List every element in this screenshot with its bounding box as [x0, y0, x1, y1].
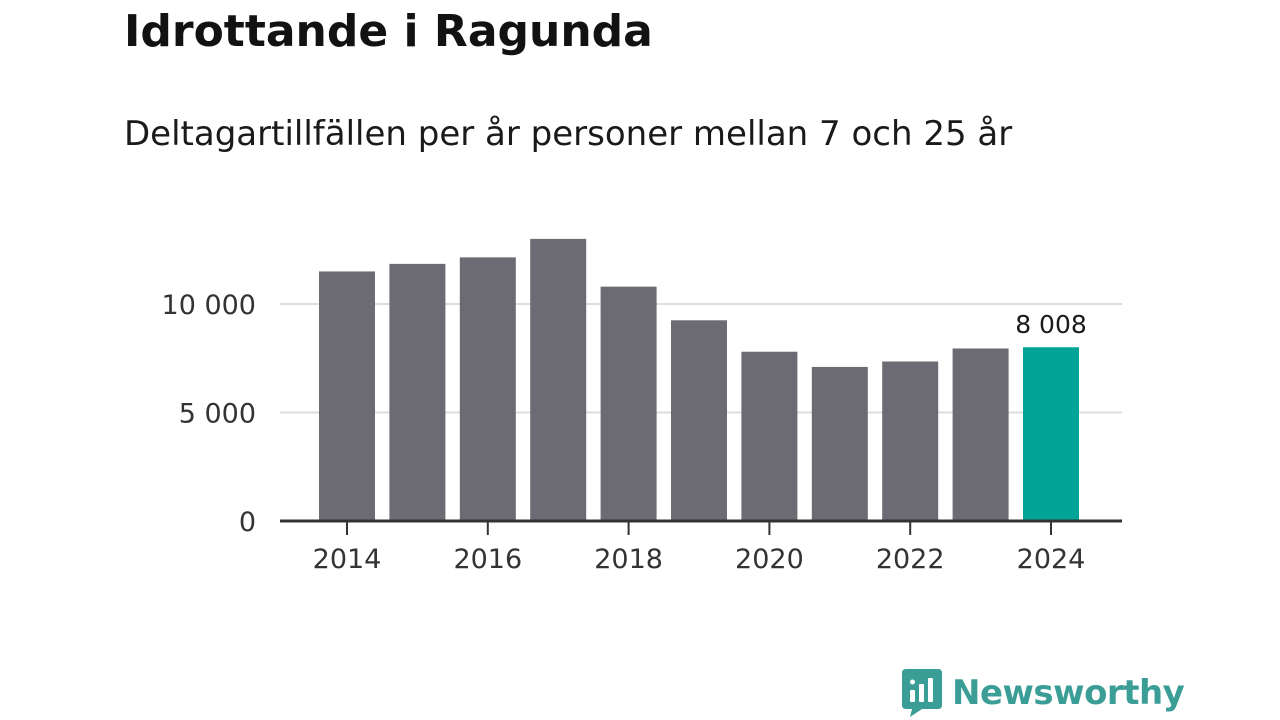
highlight-data-label: 8 008 [1015, 310, 1087, 339]
chart-title: Idrottande i Ragunda [124, 6, 653, 57]
newsworthy-logo: Newsworthy [902, 668, 1185, 718]
bar-2024 [1023, 347, 1079, 521]
axes [280, 519, 1122, 535]
x-tick-label: 2024 [1017, 544, 1086, 575]
bar-2014 [319, 271, 375, 521]
x-tick-label: 2018 [594, 544, 663, 575]
brand-name: Newsworthy [952, 673, 1185, 713]
labels: 0 5 000 10 000 2014 2016 2018 2020 2022 2024 8 00… [162, 290, 1087, 575]
bar-2018 [600, 286, 657, 521]
bar-2019 [671, 320, 727, 521]
newsworthy-chat-chart-icon [902, 669, 942, 717]
bar-2017 [530, 238, 587, 521]
bar-2023 [952, 348, 1009, 521]
chart-subtitle: Deltagartillfällen per år personer mella… [124, 114, 1013, 154]
bar-2020 [741, 351, 798, 521]
y-tick-label: 0 [239, 507, 256, 538]
bar-2016 [459, 257, 516, 521]
bar-2022 [882, 361, 939, 521]
x-tick-label: 2016 [453, 544, 522, 575]
bar-2015 [389, 263, 446, 521]
bar-2021 [811, 366, 868, 521]
y-tick-label: 5 000 [179, 399, 256, 430]
x-tick-label: 2022 [876, 544, 945, 575]
bars [319, 238, 1079, 521]
x-tick-label: 2020 [735, 544, 804, 575]
x-tick-label: 2014 [313, 544, 382, 575]
y-tick-label: 10 000 [162, 290, 256, 321]
